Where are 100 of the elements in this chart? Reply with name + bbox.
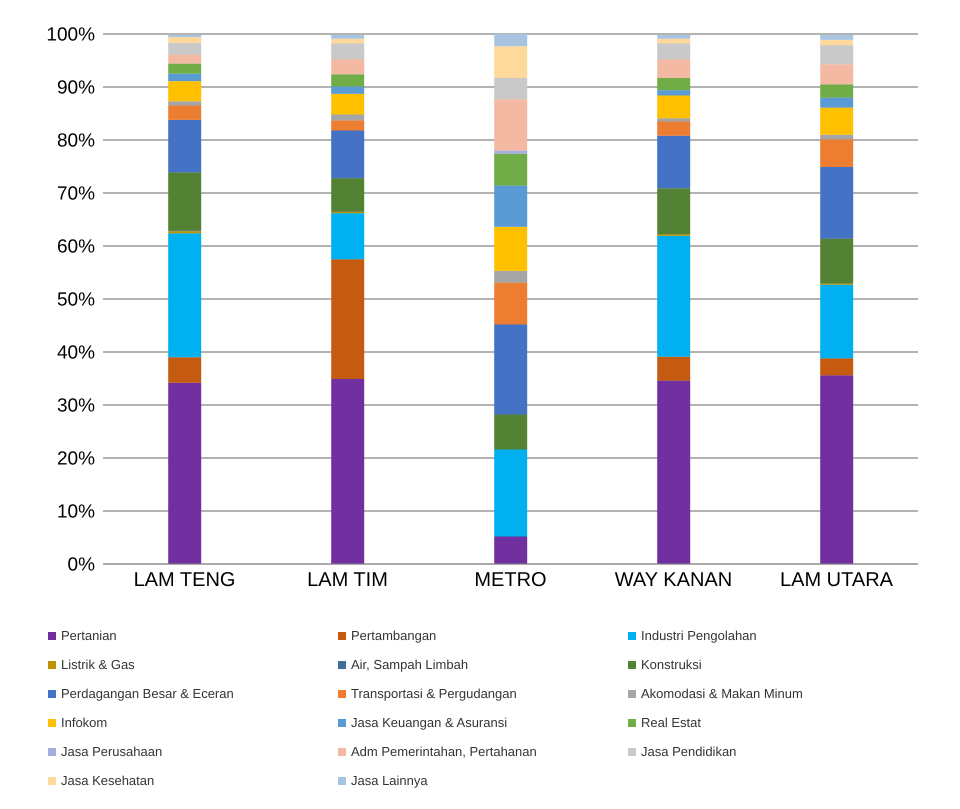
bar: [494, 450, 528, 536]
bar: [820, 167, 854, 239]
legend-label: Jasa Pendidikan: [641, 744, 736, 759]
bar: [331, 213, 364, 260]
bar: [168, 64, 202, 74]
legend-label: Real Estat: [641, 715, 701, 730]
bar: [820, 35, 854, 40]
bar: [168, 54, 202, 64]
bar: [494, 270, 528, 283]
x-tick-label: LAM TIM: [307, 569, 388, 592]
bar: [331, 114, 364, 120]
y-tick-label: 40%: [56, 342, 96, 364]
bar: [494, 324, 528, 415]
bar: [820, 134, 854, 140]
bar: [820, 98, 854, 108]
bar: [820, 139, 854, 168]
bar: [820, 45, 854, 64]
legend-label: Jasa Kesehatan: [61, 773, 154, 788]
bar: [168, 74, 202, 82]
bar: [494, 150, 528, 154]
bar: [657, 188, 690, 234]
legend-label: Pertanian: [61, 628, 117, 643]
legend-label: Adm Pemerintahan, Pertahanan: [351, 744, 537, 759]
bar: [331, 86, 364, 94]
bar: [657, 38, 690, 44]
bar: [494, 282, 528, 324]
y-tick-label: 0%: [68, 554, 96, 576]
legend-label: Industri Pengolahan: [641, 628, 757, 643]
bar: [820, 84, 854, 98]
bar: [331, 38, 364, 44]
bar: [657, 121, 690, 136]
bar: [657, 236, 690, 357]
bar: [168, 233, 202, 358]
bar: [657, 35, 690, 39]
bar: [657, 118, 690, 122]
y-tick-label: 10%: [56, 502, 96, 523]
x-tick-label: LAM TENG: [134, 569, 236, 592]
legend-label: Jasa Keuangan & Asuransi: [351, 715, 508, 730]
legend-label: Transportasi & Pergudangan: [351, 686, 517, 701]
bar: [331, 35, 364, 39]
bar: [657, 59, 690, 78]
bar: [168, 106, 202, 120]
bar: [657, 95, 690, 118]
bar: [494, 414, 528, 450]
legend-label: Air, Sampah Limbah: [351, 657, 468, 672]
bar: [331, 59, 364, 74]
legend-label: Akomodasi & Makan Minum: [641, 686, 803, 701]
legend-label: Jasa Perusahaan: [61, 744, 162, 759]
legend-label: Konstruksi: [641, 657, 702, 672]
y-tick-label: 30%: [56, 396, 96, 417]
bar: [494, 536, 528, 564]
bar: [331, 259, 364, 380]
bar: [168, 81, 202, 102]
y-tick-label: 90%: [56, 78, 96, 99]
bar: [168, 37, 202, 44]
bar: [657, 380, 690, 564]
bar: [331, 74, 364, 86]
bar: [657, 90, 690, 96]
bar: [168, 43, 202, 55]
bar: [657, 356, 690, 381]
legend-label: Perdagangan Besar & Eceran: [61, 686, 234, 701]
bar: [168, 120, 202, 172]
bar: [820, 40, 854, 46]
bar: [494, 226, 528, 271]
bar: [331, 130, 364, 178]
y-tick-label: 50%: [56, 290, 96, 311]
y-tick-label: 60%: [56, 236, 96, 258]
bar: [820, 64, 854, 84]
y-tick-label: 100%: [46, 24, 96, 46]
bar: [820, 358, 854, 376]
bar: [331, 178, 364, 212]
bar: [820, 108, 854, 135]
bar: [494, 99, 528, 151]
bar: [820, 284, 854, 358]
bar: [820, 238, 854, 284]
bar: [331, 379, 364, 564]
bar: [494, 186, 528, 227]
bar: [168, 172, 202, 231]
y-tick-label: 70%: [56, 184, 96, 205]
legend-label: Listrik & Gas: [61, 657, 135, 672]
bar: [168, 382, 202, 564]
bar: [331, 94, 364, 115]
bar: [168, 357, 202, 383]
bar: [494, 34, 528, 46]
bar: [494, 46, 528, 78]
legend-label: Pertambangan: [351, 628, 436, 643]
y-tick-label: 20%: [56, 448, 96, 470]
y-tick-label: 80%: [56, 130, 96, 152]
bar: [657, 44, 690, 60]
bar: [331, 120, 364, 130]
bar: [820, 375, 854, 564]
bar: [168, 101, 202, 106]
bar: [657, 78, 690, 90]
bar: [331, 44, 364, 60]
bar: [494, 154, 528, 186]
x-tick-label: METRO: [474, 569, 547, 592]
bar: [494, 78, 528, 100]
x-tick-label: WAY KANAN: [614, 569, 732, 592]
bar: [657, 136, 690, 188]
legend-label: Infokom: [61, 715, 108, 730]
